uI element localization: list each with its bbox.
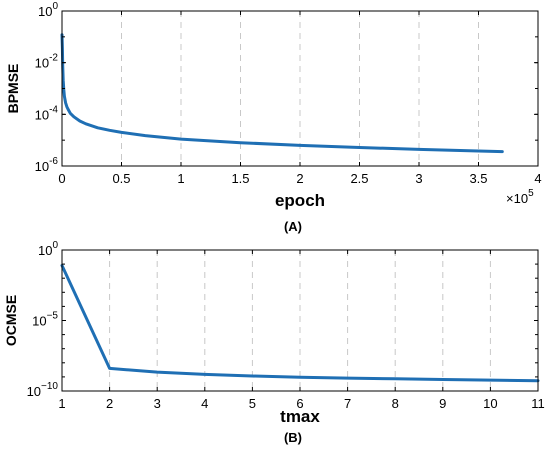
- x-tick-label: 9: [439, 396, 446, 411]
- series-line: [60, 33, 504, 154]
- x-tick-label: 0.5: [112, 171, 130, 186]
- y-tick-label: 10−5: [32, 311, 58, 329]
- y-tick-label: 10-4: [35, 104, 59, 122]
- x-tick-label: 6: [296, 396, 303, 411]
- y-tick-label: 100: [38, 240, 58, 258]
- y-tick-exponent: −5: [47, 311, 59, 322]
- series-line: [60, 264, 540, 383]
- x-tick-label: 10: [483, 396, 497, 411]
- y-axis-label: BPMSE: [5, 64, 21, 114]
- y-tick-exponent: -4: [49, 104, 58, 115]
- x-axis-label: tmax: [280, 407, 320, 426]
- y-tick-base: 10: [35, 159, 49, 174]
- x-tick-label: 1: [58, 396, 65, 411]
- chart-a: 0 0.5 1 1.5 2 2.5 3 3.5 410010-210-410-6epochBPM…: [5, 1, 542, 234]
- y-tick-base: 10: [38, 243, 52, 258]
- x-exponent-label: ×105: [506, 188, 534, 206]
- x-tick-label: 11: [531, 396, 545, 411]
- x-exponent-base: ×10: [506, 191, 528, 206]
- y-tick-base: 10: [32, 314, 46, 329]
- x-tick-label: 0: [58, 171, 65, 186]
- y-tick-exponent: -6: [49, 156, 58, 167]
- x-tick-label: 8: [392, 396, 399, 411]
- y-tick-exponent: 0: [52, 240, 58, 251]
- x-tick-label: 2.5: [350, 171, 368, 186]
- x-tick-label: 4: [201, 396, 208, 411]
- x-axis-label: epoch: [275, 191, 325, 210]
- y-tick-label: 10−10: [27, 381, 59, 399]
- x-tick-label: 2: [106, 396, 113, 411]
- x-tick-label: 2: [296, 171, 303, 186]
- x-tick-label: 5: [249, 396, 256, 411]
- y-tick-label: 10-6: [35, 156, 59, 174]
- y-tick-base: 10: [27, 384, 41, 399]
- x-tick-label: 7: [344, 396, 351, 411]
- y-tick-exponent: 0: [52, 1, 58, 12]
- x-exponent-power: 5: [528, 188, 534, 199]
- x-tick-label: 3: [154, 396, 161, 411]
- x-tick-label: 3.5: [469, 171, 487, 186]
- panel-label: (A): [284, 219, 302, 234]
- y-tick-exponent: -2: [49, 53, 58, 64]
- x-tick-label: 4: [534, 171, 541, 186]
- y-tick-base: 10: [38, 4, 52, 19]
- y-tick-base: 10: [35, 107, 49, 122]
- x-tick-label: 3: [415, 171, 422, 186]
- y-tick-base: 10: [35, 56, 49, 71]
- x-tick-label: 1: [177, 171, 184, 186]
- panel-label: (B): [284, 430, 302, 445]
- y-tick-label: 100: [38, 1, 58, 19]
- y-tick-label: 10-2: [35, 53, 59, 71]
- y-tick-exponent: −10: [41, 381, 58, 392]
- x-tick-label: 1.5: [231, 171, 249, 186]
- y-axis-label: OCMSE: [3, 295, 19, 346]
